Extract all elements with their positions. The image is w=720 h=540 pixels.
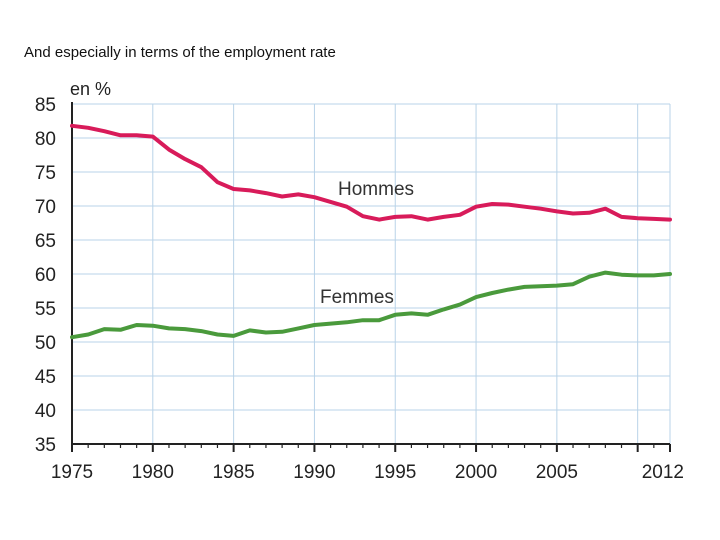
x-tick-label: 1975 <box>51 462 93 483</box>
x-tick-label: 2005 <box>536 462 578 483</box>
axes <box>71 102 671 452</box>
x-tick-labels: 1975 1980 1985 1990 1995 2000 2005 2012 <box>51 462 684 483</box>
y-tick-label: 80 <box>35 129 56 150</box>
y-tick-label: 70 <box>35 197 56 218</box>
x-tick-label: 2012 <box>642 462 684 483</box>
x-tick-label: 1990 <box>293 462 335 483</box>
x-tick-label: 1980 <box>132 462 174 483</box>
y-tick-label: 65 <box>35 231 56 252</box>
series-lines <box>70 123 672 340</box>
grid <box>71 103 671 445</box>
y-axis-unit-label: en % <box>70 79 111 99</box>
y-tick-labels: 35 40 45 50 55 60 65 70 75 80 85 <box>35 95 56 456</box>
series-label-femmes: Femmes <box>320 287 394 308</box>
series-label-hommes: Hommes <box>338 179 414 200</box>
series-line-hommes <box>70 123 672 222</box>
x-tick-label: 2000 <box>455 462 497 483</box>
y-tick-label: 45 <box>35 367 56 388</box>
y-tick-label: 55 <box>35 299 56 320</box>
series-line-femmes <box>70 270 672 340</box>
x-tick-label: 1985 <box>212 462 254 483</box>
y-tick-label: 75 <box>35 163 56 184</box>
y-tick-label: 50 <box>35 333 56 354</box>
y-tick-label: 85 <box>35 95 56 116</box>
y-tick-label: 35 <box>35 435 56 456</box>
slide-title: And especially in terms of the employmen… <box>24 44 336 61</box>
series-labels: Hommes Femmes <box>320 179 414 308</box>
y-tick-label: 40 <box>35 401 56 422</box>
x-tick-label: 1995 <box>374 462 416 483</box>
y-tick-label: 60 <box>35 265 56 286</box>
